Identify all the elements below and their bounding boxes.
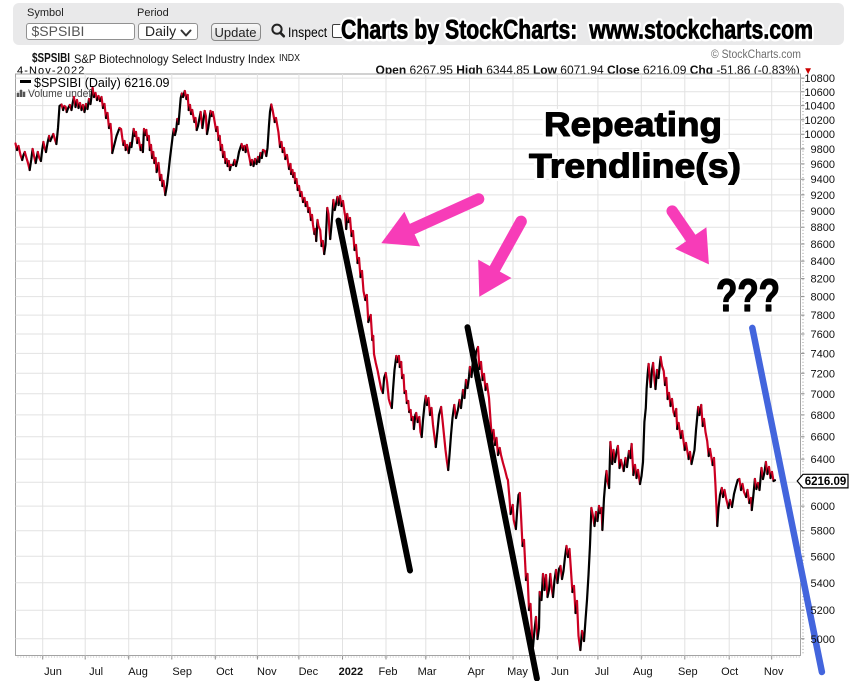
svg-text:Aug: Aug <box>633 666 653 678</box>
svg-text:8400: 8400 <box>811 256 835 268</box>
svg-text:Jun: Jun <box>551 666 569 678</box>
svg-text:8000: 8000 <box>811 292 835 304</box>
svg-text:5600: 5600 <box>811 551 835 563</box>
svg-text:Trendline(s): Trendline(s) <box>529 148 741 186</box>
svg-text:Nov: Nov <box>257 666 277 678</box>
svg-text:5400: 5400 <box>811 578 835 590</box>
svg-text:7000: 7000 <box>811 389 835 401</box>
svg-text:Jul: Jul <box>89 666 103 678</box>
svg-text:8800: 8800 <box>811 222 835 234</box>
svg-text:Oct: Oct <box>721 666 738 678</box>
svg-text:6000: 6000 <box>811 501 835 513</box>
svg-text:10200: 10200 <box>804 115 835 127</box>
svg-text:Aug: Aug <box>128 666 148 678</box>
svg-text:Sep: Sep <box>678 666 698 678</box>
svg-text:7400: 7400 <box>811 348 835 360</box>
svg-text:10600: 10600 <box>804 87 835 99</box>
svg-text:Nov: Nov <box>764 666 784 678</box>
svg-text:Mar: Mar <box>418 666 437 678</box>
svg-text:Charts by StockCharts: www.st: Charts by StockCharts: www.stockcharts.c… <box>341 15 813 45</box>
svg-text:7600: 7600 <box>811 329 835 341</box>
svg-text:Feb: Feb <box>379 666 398 678</box>
svg-text:Repeating: Repeating <box>544 106 722 144</box>
svg-text:6600: 6600 <box>811 432 835 444</box>
svg-text:6800: 6800 <box>811 410 835 422</box>
svg-text:6400: 6400 <box>811 454 835 466</box>
svg-text:Apr: Apr <box>468 666 485 678</box>
svg-text:9000: 9000 <box>811 206 835 218</box>
svg-text:Charts by StockCharts: www.st: Charts by StockCharts: www.stockcharts.c… <box>341 15 813 45</box>
svg-text:2022: 2022 <box>339 666 363 678</box>
svg-text:6216.09: 6216.09 <box>805 476 847 488</box>
svg-text:Jun: Jun <box>44 666 62 678</box>
svg-text:Repeating: Repeating <box>544 106 722 144</box>
svg-text:9400: 9400 <box>811 174 835 186</box>
svg-text:9800: 9800 <box>811 144 835 156</box>
svg-text:10400: 10400 <box>804 101 835 113</box>
svg-text:???: ??? <box>716 270 780 321</box>
svg-text:7200: 7200 <box>811 368 835 380</box>
svg-text:10800: 10800 <box>804 73 835 85</box>
svg-text:Sep: Sep <box>172 666 192 678</box>
svg-text:May: May <box>507 666 528 678</box>
svg-text:Dec: Dec <box>299 666 319 678</box>
svg-text:Jul: Jul <box>595 666 609 678</box>
svg-text:5800: 5800 <box>811 526 835 538</box>
svg-text:Trendline(s): Trendline(s) <box>529 148 741 186</box>
svg-text:5200: 5200 <box>811 605 835 617</box>
svg-text:9600: 9600 <box>811 159 835 171</box>
svg-text:10000: 10000 <box>804 129 835 141</box>
svg-text:5000: 5000 <box>811 634 835 646</box>
svg-text:Oct: Oct <box>216 666 233 678</box>
svg-text:9200: 9200 <box>811 190 835 202</box>
svg-text:8600: 8600 <box>811 239 835 251</box>
svg-text:7800: 7800 <box>811 310 835 322</box>
svg-text:8200: 8200 <box>811 274 835 286</box>
svg-text:???: ??? <box>716 270 780 321</box>
